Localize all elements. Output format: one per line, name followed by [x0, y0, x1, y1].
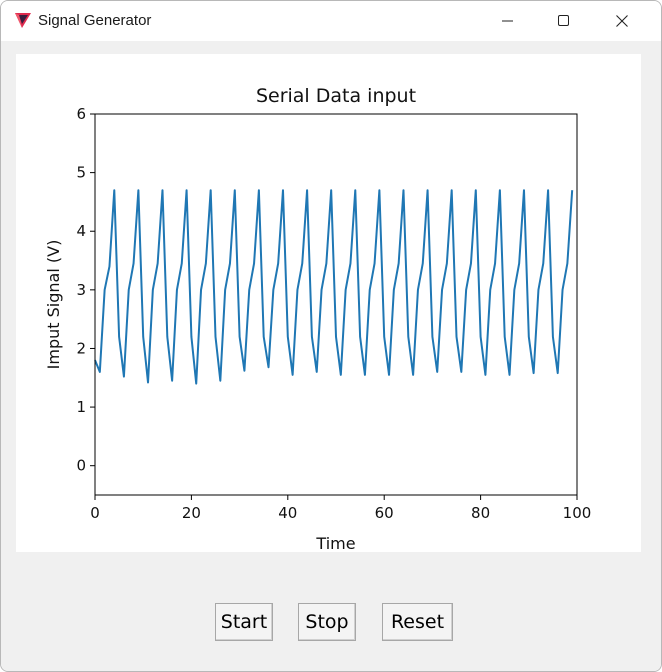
series-line-0	[94, 189, 574, 385]
title-bar[interactable]: Signal Generator	[1, 1, 661, 41]
x-tick-label: 60	[375, 504, 394, 522]
minimize-icon	[502, 20, 513, 22]
window-title: Signal Generator	[38, 12, 152, 29]
y-tick-label: 1	[76, 398, 86, 416]
client-area: Serial Data input Time Imput Signal (V) …	[1, 41, 661, 671]
stop-button[interactable]: Stop	[298, 603, 356, 641]
y-tick-label: 4	[76, 222, 86, 240]
y-axis-label: Imput Signal (V)	[44, 240, 63, 370]
app-logo-icon	[13, 10, 33, 30]
start-button[interactable]: Start	[215, 603, 273, 641]
x-axis-label: Time	[315, 534, 355, 552]
plot-canvas: Serial Data input Time Imput Signal (V) …	[16, 54, 641, 552]
y-tick-label: 2	[76, 339, 86, 357]
maximize-icon	[558, 15, 569, 26]
reset-button[interactable]: Reset	[382, 603, 453, 641]
x-tick-label: 40	[278, 504, 297, 522]
x-tick-label: 20	[182, 504, 201, 522]
y-tick-label: 3	[76, 281, 86, 299]
y-tick-label: 6	[76, 105, 86, 123]
y-tick-label: 5	[76, 164, 86, 182]
x-tick-label: 0	[90, 504, 100, 522]
minimize-button[interactable]	[485, 1, 531, 41]
x-tick-label: 80	[471, 504, 490, 522]
signal-chart: Serial Data input Time Imput Signal (V) …	[44, 85, 592, 552]
chart-title: Serial Data input	[256, 85, 416, 107]
maximize-button[interactable]	[541, 1, 587, 41]
close-icon	[616, 15, 628, 27]
plot-frame	[94, 113, 578, 496]
y-tick-label: 0	[76, 457, 86, 475]
close-button[interactable]	[599, 1, 645, 41]
x-tick-label: 100	[563, 504, 592, 522]
